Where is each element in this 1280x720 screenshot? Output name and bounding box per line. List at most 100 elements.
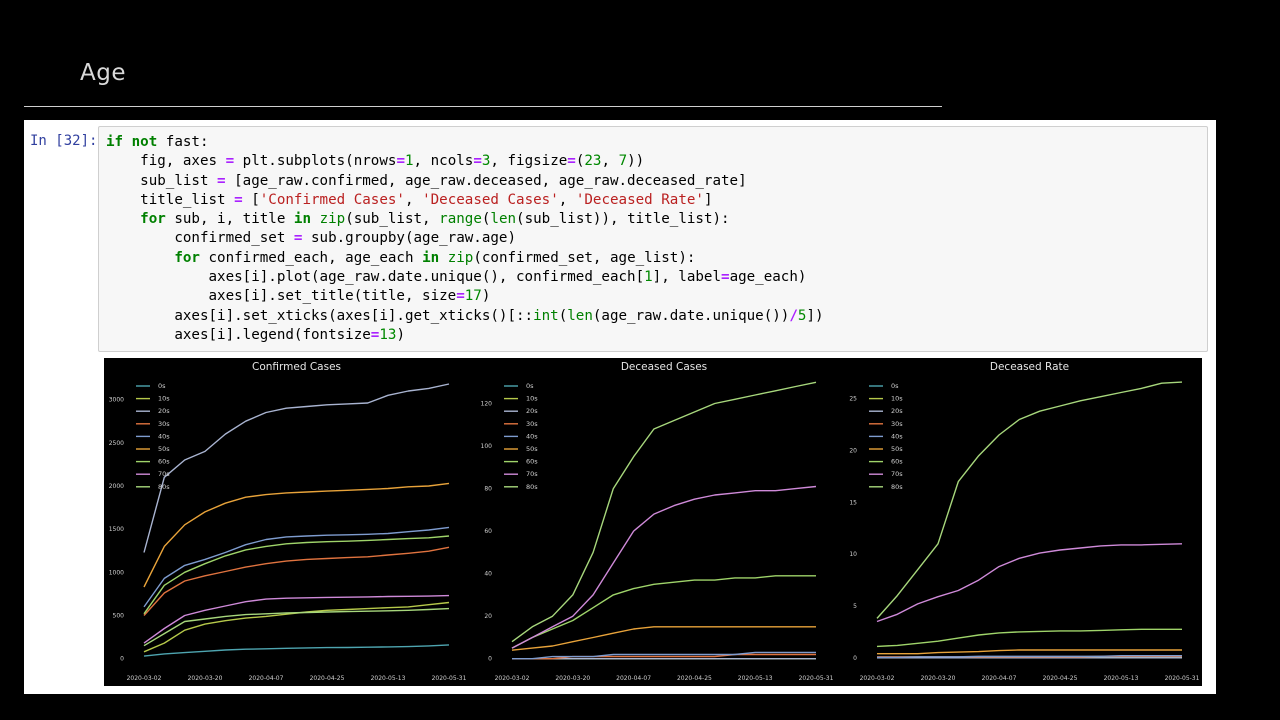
y-tick-label: 15 — [849, 499, 857, 506]
x-tick-label: 2020-03-02 — [495, 675, 530, 682]
y-tick-label: 0 — [853, 655, 857, 662]
x-tick-label: 2020-05-13 — [371, 675, 406, 682]
x-tick-label: 2020-04-07 — [616, 675, 651, 682]
code-token: , — [404, 191, 423, 208]
code-text[interactable]: if not fast: fig, axes = plt.subplots(nr… — [99, 127, 1207, 345]
code-line: for sub, i, title in zip(sub_list, range… — [106, 210, 1207, 229]
legend-label: 40s — [891, 432, 903, 440]
code-token: confirmed_each, age_each — [199, 249, 423, 266]
code-token: ) — [396, 326, 405, 343]
legend-label: 50s — [526, 445, 538, 453]
code-token: axes[i].set_xticks(axes[i].get_xticks()[… — [106, 307, 534, 324]
legend-label: 0s — [891, 382, 899, 390]
y-tick-label: 40 — [484, 571, 492, 578]
code-token: 13 — [379, 326, 397, 343]
legend-label: 10s — [526, 395, 538, 403]
code-token: int — [533, 307, 559, 324]
code-token: [ — [242, 191, 260, 208]
code-token: axes[i].set_title(title, size — [106, 288, 457, 305]
code-token: [age_raw.confirmed, age_raw.deceased, ag… — [225, 172, 747, 189]
code-token: axes[i].legend(fontsize — [106, 326, 371, 343]
code-token: fig, axes — [106, 153, 226, 170]
legend-label: 30s — [891, 420, 903, 428]
x-tick-label: 2020-05-13 — [738, 675, 773, 682]
x-tick-label: 2020-03-20 — [188, 675, 223, 682]
code-token: (age_raw.date.unique()) — [592, 307, 790, 324]
code-token: (confirmed_set, age_list): — [473, 249, 696, 266]
code-token: not — [131, 134, 158, 150]
code-token: = — [396, 153, 405, 170]
code-token: = — [293, 230, 303, 247]
code-token: len — [490, 211, 517, 228]
legend-label: 60s — [526, 458, 538, 466]
code-token — [439, 250, 448, 266]
series-line-40s — [143, 526, 450, 608]
cell-output-figure: Confirmed Cases 0 500 1000 1500 2000 2500 3000 2… — [104, 358, 1202, 686]
y-tick-label: 2500 — [109, 440, 124, 447]
series-line-20s — [143, 383, 450, 553]
code-token: 'Confirmed Cases' — [259, 191, 405, 208]
code-line: axes[i].legend(fontsize=13) — [106, 326, 1207, 345]
legend-label: 10s — [891, 395, 903, 403]
series-line-50s — [511, 626, 816, 651]
chart-title: Deceased Rate — [990, 361, 1069, 373]
y-tick-label: 1500 — [109, 526, 124, 533]
y-tick-label: 5 — [853, 603, 857, 610]
code-token: = — [217, 172, 226, 189]
code-line: axes[i].plot(age_raw.date.unique(), conf… — [106, 268, 1207, 287]
chart-title: Deceased Cases — [621, 361, 707, 373]
code-token — [106, 250, 174, 266]
series-line-30s — [512, 653, 816, 660]
notebook-cell: In [32]: if not fast: fig, axes = plt.su… — [24, 120, 1216, 694]
code-line: fig, axes = plt.subplots(nrows=1, ncols=… — [106, 152, 1207, 171]
legend-label: 30s — [158, 420, 170, 428]
code-line: for confirmed_each, age_each in zip(conf… — [106, 249, 1207, 268]
chart-title: Confirmed Cases — [252, 361, 341, 373]
code-token: , — [601, 153, 619, 170]
series-line-60s — [876, 628, 1182, 648]
legend-label: 50s — [891, 445, 903, 453]
y-tick-label: 20 — [484, 613, 492, 620]
code-token: 1 — [404, 153, 414, 170]
chart-panel: Deceased Cases 0 20 40 60 80 100 120 2020-03-02 2… — [481, 361, 834, 682]
series-line-80s — [876, 381, 1183, 619]
code-editor[interactable]: if not fast: fig, axes = plt.subplots(nr… — [98, 126, 1208, 352]
code-token: fast: — [157, 134, 209, 150]
x-tick-label: 2020-05-31 — [432, 675, 467, 682]
y-tick-label: 0 — [488, 656, 492, 663]
y-tick-label: 500 — [113, 613, 125, 620]
code-token: = — [234, 191, 243, 208]
legend-label: 10s — [158, 395, 170, 403]
y-tick-label: 1000 — [109, 569, 124, 576]
code-token — [311, 211, 320, 227]
code-token: in — [293, 211, 312, 228]
y-tick-label: 0 — [120, 656, 124, 663]
legend-label: 80s — [158, 483, 170, 491]
y-tick-label: 3000 — [109, 397, 124, 404]
y-tick-label: 2000 — [109, 483, 124, 490]
code-token: sub, i, title — [165, 211, 294, 228]
code-token: ]) — [806, 307, 824, 324]
legend-label: 40s — [158, 432, 170, 440]
x-tick-label: 2020-04-25 — [310, 675, 345, 682]
code-line: title_list = ['Confirmed Cases', 'Deceas… — [106, 191, 1207, 210]
code-token: ( — [558, 307, 568, 324]
code-token: 'Deceased Cases' — [422, 191, 559, 208]
code-token: )) — [627, 153, 645, 170]
y-tick-label: 25 — [849, 396, 857, 403]
code-token: axes[i].plot(age_raw.date.unique(), conf… — [106, 269, 645, 286]
code-token: 5 — [797, 307, 807, 324]
code-token: sub_list — [106, 172, 218, 189]
code-token: ( — [575, 153, 585, 170]
code-token: zip — [319, 211, 346, 228]
legend-label: 60s — [158, 458, 170, 466]
legend-label: 50s — [158, 445, 170, 453]
code-token: 1 — [644, 269, 653, 286]
code-token — [106, 211, 140, 227]
code-token: plt.subplots(nrows — [234, 153, 397, 170]
code-token: , — [558, 191, 576, 208]
code-token: sub.groupby(age_raw.age) — [302, 230, 517, 247]
series-line-70s — [511, 485, 817, 649]
code-token: ( — [481, 211, 491, 228]
code-token: 17 — [464, 288, 482, 305]
